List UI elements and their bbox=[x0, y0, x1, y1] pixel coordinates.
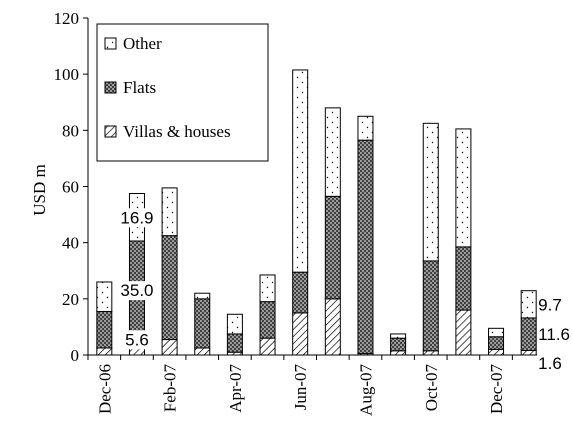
x-tick-label: Aug-07 bbox=[356, 364, 375, 416]
bar-segment bbox=[357, 139, 374, 355]
bar-segment bbox=[390, 337, 407, 352]
bar-segment bbox=[422, 122, 439, 262]
data-labels-group: 16.9 35.0 5.6 9.7 11.6 1.6 bbox=[119, 208, 572, 373]
bar-segment bbox=[259, 301, 276, 339]
bar-segment bbox=[455, 246, 472, 311]
bar-segment bbox=[292, 271, 309, 314]
bar-segment bbox=[390, 333, 407, 339]
bar-segment bbox=[324, 107, 341, 197]
bar-segment bbox=[455, 309, 472, 356]
y-axis-title: USD m bbox=[30, 164, 49, 215]
x-axis: Dec-06 Feb-07 Apr-07 Jun-07 Aug-07 Oct-07 Dec-… bbox=[87, 354, 546, 416]
data-label: 35.0 bbox=[120, 281, 153, 300]
legend-swatch bbox=[104, 37, 117, 50]
bar-segment bbox=[455, 128, 472, 248]
bar-segment bbox=[488, 348, 505, 356]
x-tick-label: Dec-07 bbox=[487, 364, 506, 415]
y-tick-label: 0 bbox=[71, 346, 80, 365]
bar-segment bbox=[96, 310, 113, 349]
data-label-background bbox=[537, 354, 563, 373]
x-tick-label: Apr-07 bbox=[226, 364, 245, 413]
legend-label: Other bbox=[123, 34, 162, 53]
x-tick-label: Dec-06 bbox=[95, 364, 114, 414]
bar-segment bbox=[488, 327, 505, 338]
bar-segment bbox=[259, 337, 276, 356]
data-label-background bbox=[119, 208, 155, 228]
y-tick-label: 60 bbox=[62, 178, 79, 197]
y-axis: 0 20 40 60 80 100 120 bbox=[54, 9, 89, 365]
legend-swatch bbox=[104, 81, 117, 94]
y-tick-label: 100 bbox=[54, 65, 80, 84]
legend-swatch bbox=[104, 125, 117, 138]
data-label-background bbox=[537, 325, 572, 345]
bar-segment bbox=[194, 292, 211, 300]
bar-segment bbox=[357, 115, 374, 141]
bar-segment bbox=[96, 347, 113, 356]
data-label-background bbox=[124, 330, 150, 350]
y-tick-label: 120 bbox=[54, 9, 80, 28]
bar-segment bbox=[422, 260, 439, 352]
bar-segment bbox=[292, 69, 309, 273]
y-tick-label: 80 bbox=[62, 121, 79, 140]
y-tick-label: 40 bbox=[62, 234, 79, 253]
bar-segment bbox=[226, 333, 243, 353]
bar-segment bbox=[161, 339, 178, 356]
bar-segment bbox=[194, 347, 211, 356]
bar-segment bbox=[520, 350, 537, 356]
bar-segment bbox=[96, 281, 113, 312]
data-label: 1.6 bbox=[538, 354, 562, 373]
legend: Other Flats Villas & houses bbox=[96, 23, 269, 162]
legend-label: Flats bbox=[123, 78, 156, 97]
legend-label: Villas & houses bbox=[123, 122, 231, 141]
bar-segment bbox=[226, 313, 243, 335]
data-label-background bbox=[537, 295, 563, 315]
bar-segment bbox=[161, 187, 178, 237]
bar-segment bbox=[324, 195, 341, 300]
bar-segment bbox=[520, 290, 537, 319]
bar-segment bbox=[292, 312, 309, 356]
bar-segment bbox=[194, 298, 211, 349]
x-tick-label: Feb-07 bbox=[161, 364, 180, 413]
data-label: 16.9 bbox=[120, 208, 153, 227]
x-tick-label: Oct-07 bbox=[422, 364, 441, 412]
bar-segment bbox=[520, 317, 537, 352]
data-label: 11.6 bbox=[538, 325, 570, 344]
x-tick-label: Jun-07 bbox=[291, 364, 310, 411]
bar-segment bbox=[422, 350, 439, 356]
data-label: 9.7 bbox=[538, 295, 562, 314]
bar-segment bbox=[488, 336, 505, 350]
legend-box bbox=[96, 23, 269, 162]
bar-segment bbox=[324, 298, 341, 356]
data-label-background bbox=[119, 281, 155, 301]
bar-segment bbox=[390, 350, 407, 356]
bar-segment bbox=[161, 235, 178, 341]
data-label: 5.6 bbox=[125, 330, 149, 349]
y-tick-label: 20 bbox=[62, 290, 79, 309]
bar-segment bbox=[259, 274, 276, 303]
